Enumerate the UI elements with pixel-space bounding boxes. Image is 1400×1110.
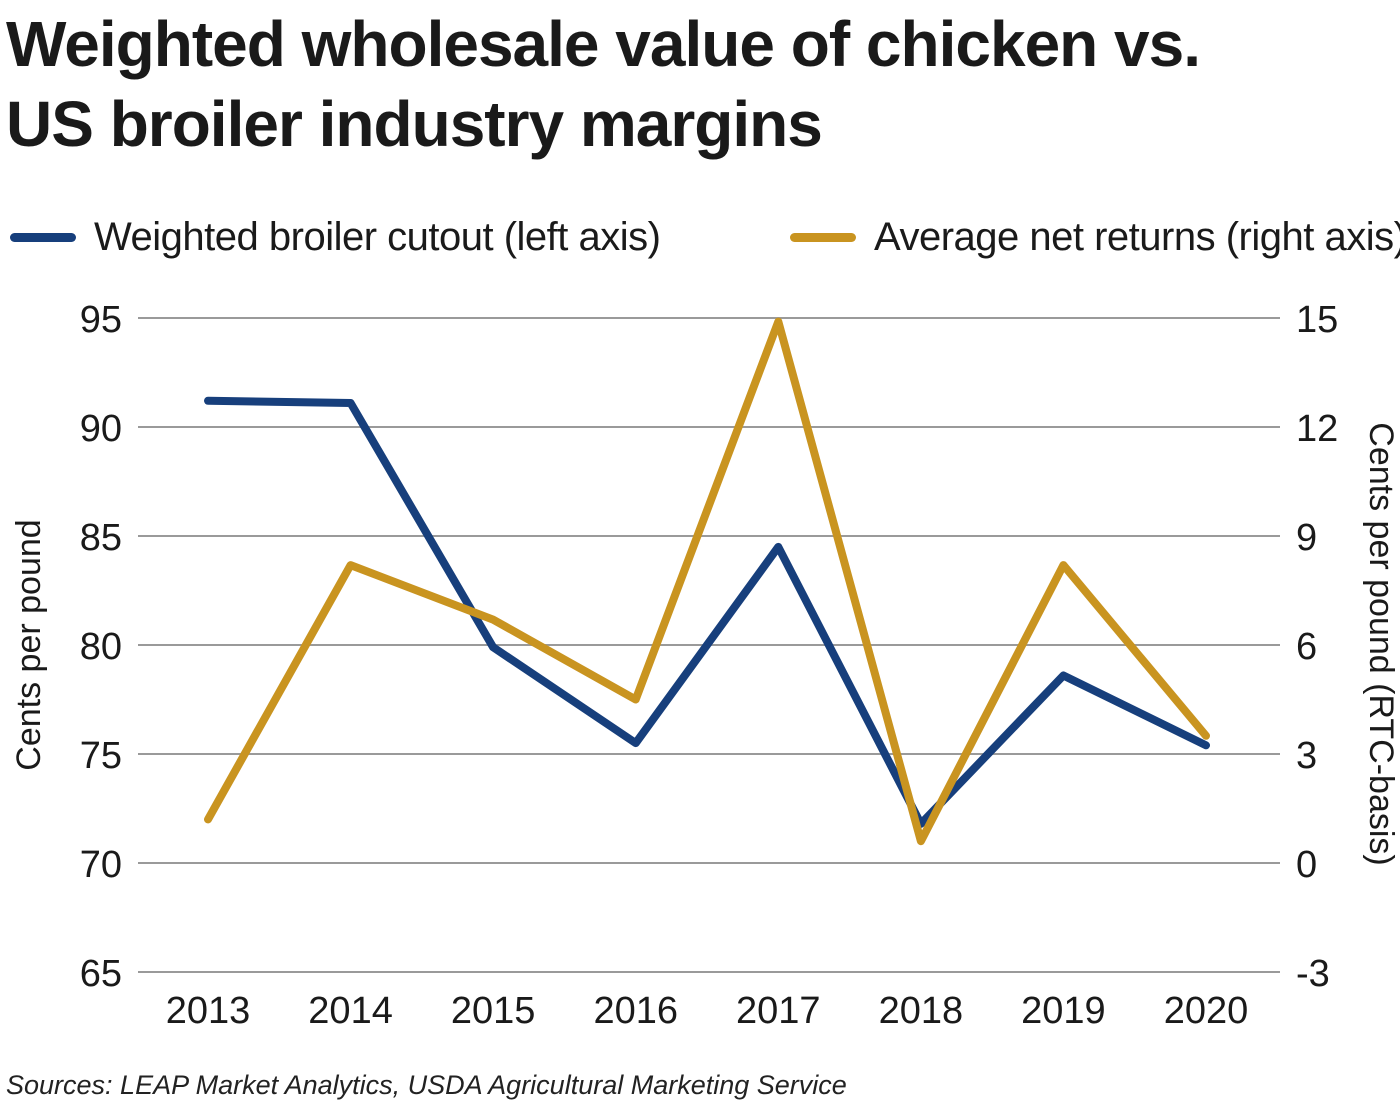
chart-title: Weighted wholesale value of chicken vs. … [6, 4, 1201, 164]
legend-label-returns: Average net returns (right axis) [874, 215, 1400, 259]
left-tick-label: 75 [80, 735, 122, 777]
chart-title-line-2: US broiler industry margins [6, 88, 823, 160]
source-note: Sources: LEAP Market Analytics, USDA Agr… [6, 1070, 847, 1100]
series-line-cutout [204, 396, 1210, 828]
right-tick-label: -3 [1296, 953, 1330, 995]
x-tick-label: 2018 [879, 990, 964, 1032]
x-tick-label: 2020 [1164, 990, 1249, 1032]
right-tick-label: 9 [1296, 517, 1317, 559]
left-axis-title: Cents per pound [10, 519, 48, 770]
x-tick-label: 2013 [166, 990, 251, 1032]
right-axis-title: Cents per pound (RTC-basis) [1362, 422, 1400, 865]
x-tick-label: 2015 [451, 990, 536, 1032]
left-tick-label: 70 [80, 844, 122, 886]
left-tick-label: 65 [80, 953, 122, 995]
left-tick-label: 95 [80, 299, 122, 341]
line-chart: 95 90 85 80 75 70 65 15 12 9 6 3 0 -3 2013 2014 2015 2016… [10, 299, 1400, 1032]
x-tick-label: 2016 [593, 990, 678, 1032]
left-tick-label: 90 [80, 408, 122, 450]
legend-swatch-cutout [10, 232, 76, 242]
legend-label-cutout: Weighted broiler cutout (left axis) [94, 215, 661, 259]
right-tick-label: 6 [1296, 626, 1317, 668]
right-tick-label: 15 [1296, 299, 1338, 341]
x-tick-label: 2019 [1021, 990, 1106, 1032]
right-tick-label: 3 [1296, 735, 1317, 777]
series-line-returns [204, 317, 1210, 846]
right-tick-label: 0 [1296, 844, 1317, 886]
x-tick-label: 2017 [736, 990, 821, 1032]
legend-item-returns: Average net returns (right axis) [790, 212, 1400, 262]
left-tick-label: 80 [80, 626, 122, 668]
chart-title-line-1: Weighted wholesale value of chicken vs. [6, 8, 1201, 80]
right-tick-label: 12 [1296, 408, 1338, 450]
left-tick-label: 85 [80, 517, 122, 559]
legend-item-cutout: Weighted broiler cutout (left axis) [10, 212, 661, 262]
legend-swatch-returns [790, 232, 856, 242]
x-tick-label: 2014 [308, 990, 393, 1032]
